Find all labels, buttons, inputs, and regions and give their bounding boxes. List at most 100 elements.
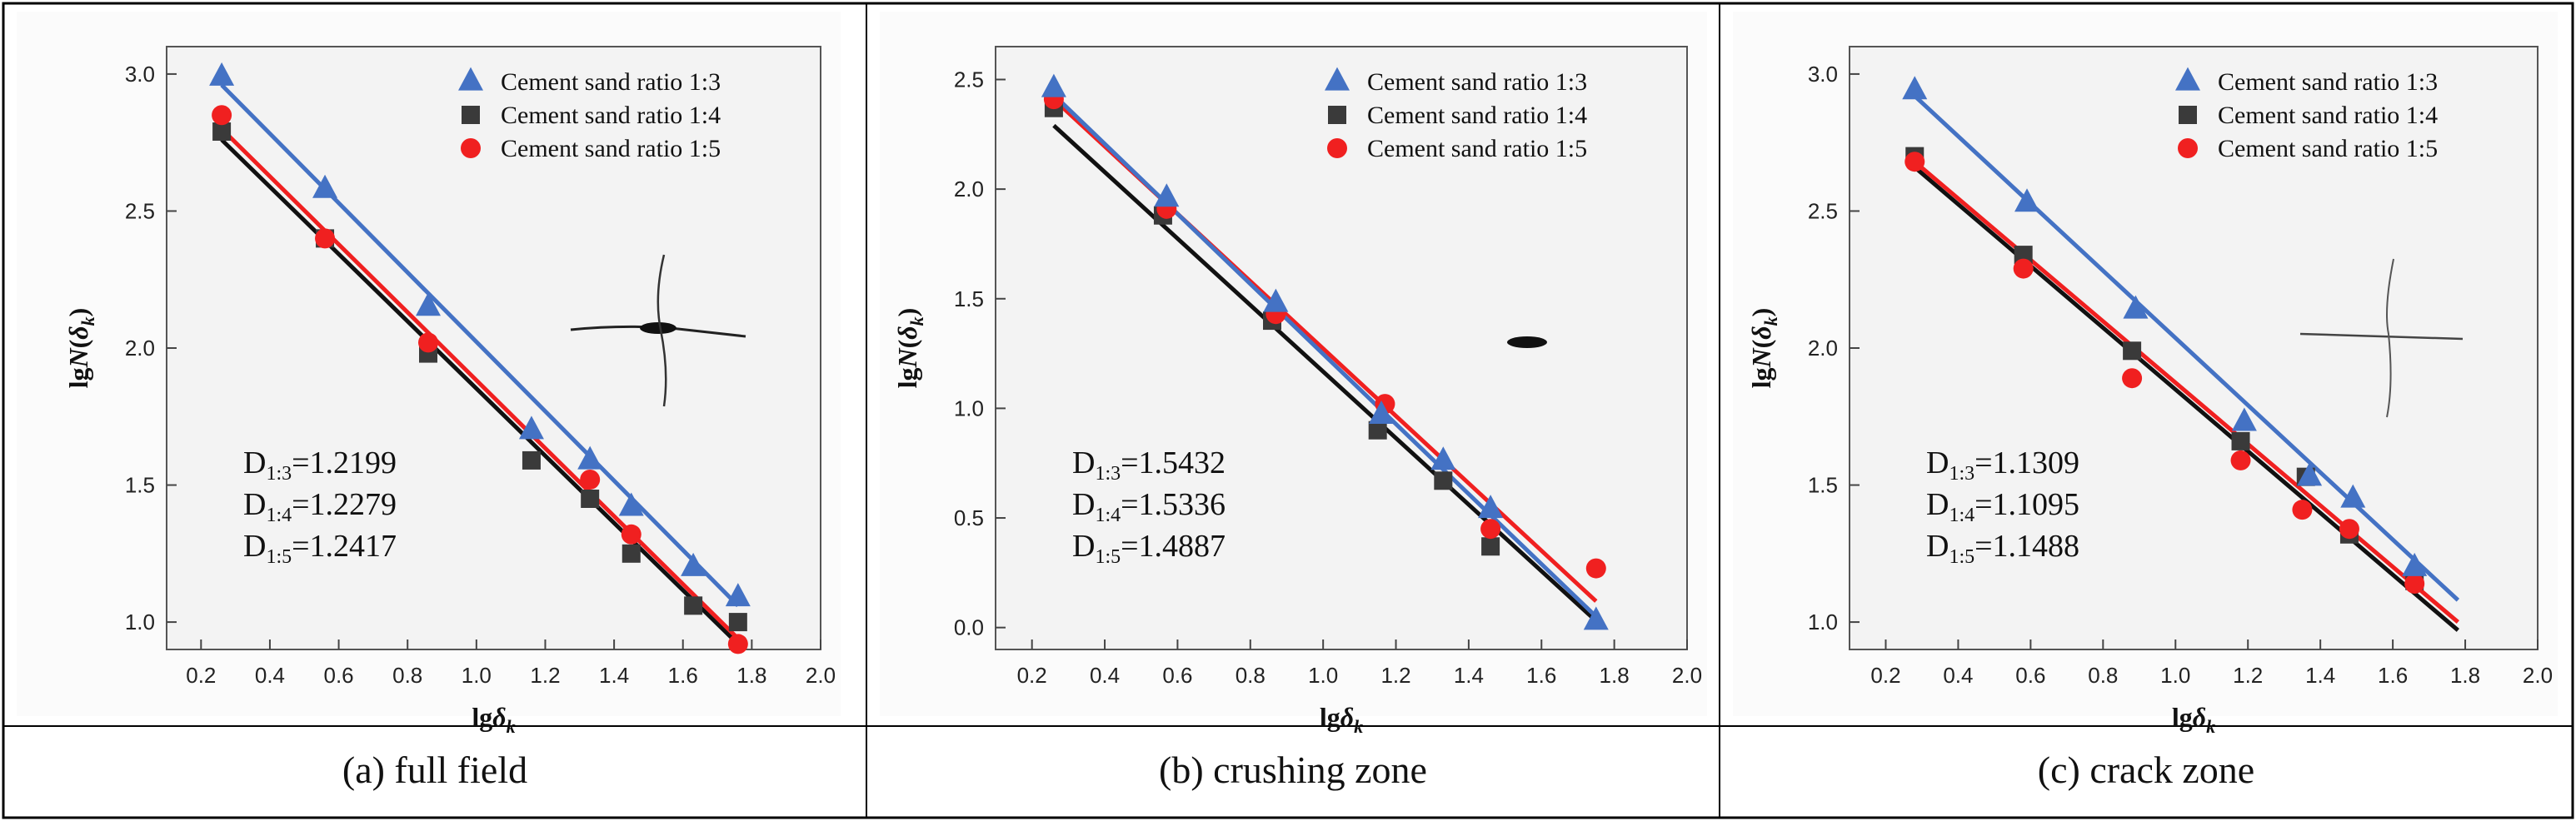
y-tick-label: 2.5 (954, 67, 984, 92)
data-point-series-3 (621, 524, 642, 545)
y-tick-label: 2.5 (125, 198, 155, 223)
dimension-subscript: 1:3 (1095, 463, 1121, 485)
data-point-series-2 (684, 596, 703, 615)
legend-label-2: Cement sand ratio 1:4 (2218, 102, 2438, 129)
legend-label-1: Cement sand ratio 1:3 (2218, 68, 2438, 96)
x-axis-label: lgδk (1320, 702, 1363, 737)
legend-marker-1 (1325, 67, 1350, 91)
data-point-series-2 (1368, 420, 1387, 440)
fit-line-series-1 (1052, 93, 1598, 619)
legend-label-3: Cement sand ratio 1:5 (2218, 135, 2438, 162)
y-tick-label: 3.0 (125, 62, 155, 87)
y-axis-label-paren: ( (63, 340, 93, 349)
y-tick-label: 0.0 (954, 615, 984, 640)
x-axis-label-var: δ (492, 702, 506, 732)
data-point-series-1 (1583, 606, 1609, 630)
y-axis-label: lgN(δk) (63, 308, 98, 389)
legend-label-3: Cement sand ratio 1:5 (501, 135, 721, 162)
data-point-series-1 (1430, 446, 1456, 470)
fit-line-series-3 (1913, 160, 2459, 624)
legend-label-2: Cement sand ratio 1:4 (1367, 102, 1587, 129)
dimension-symbol: D (1926, 529, 1949, 564)
dimension-symbol: D (243, 529, 266, 564)
y-axis-label-var: N (63, 346, 93, 368)
y-tick-label: 3.0 (1808, 62, 1838, 87)
data-point-series-2 (1481, 537, 1500, 556)
x-axis-label-sub: k (2206, 716, 2215, 737)
x-tick-label: 2.0 (2523, 663, 2553, 688)
x-axis-label: lgδk (2172, 702, 2215, 737)
data-point-series-1 (2123, 295, 2149, 319)
dimension-symbol: D (1926, 487, 1949, 522)
data-point-series-1 (2340, 484, 2366, 508)
data-point-series-1 (1478, 495, 1504, 519)
y-tick-label: 1.5 (125, 473, 155, 498)
x-tick-label: 1.8 (2450, 663, 2480, 688)
legend-marker-2 (1328, 106, 1346, 124)
dimension-value: =1.5336 (1121, 487, 1226, 522)
data-point-series-2 (728, 613, 747, 632)
x-tick-label: 1.8 (1600, 663, 1630, 688)
dimension-subscript: 1:3 (266, 463, 292, 485)
dimension-annotation-1: D1:3=1.2199 (243, 445, 397, 485)
x-tick-label: 1.4 (2305, 663, 2335, 688)
inset-crack-vertical (656, 254, 667, 407)
data-point-series-3 (1480, 519, 1501, 540)
data-point-series-1 (725, 583, 751, 607)
y-axis-label-paren: ( (892, 340, 922, 349)
inset-crack-vertical (2386, 258, 2394, 418)
dimension-annotation-2: D1:4=1.2279 (243, 487, 397, 526)
data-point-series-3 (727, 634, 748, 654)
data-point-series-1 (518, 415, 544, 440)
data-point-series-1 (681, 552, 706, 576)
data-point-series-1 (312, 174, 338, 198)
data-point-series-1 (2014, 188, 2040, 212)
x-tick-label: 1.6 (668, 663, 698, 688)
data-point-series-1 (2402, 552, 2428, 576)
dimension-annotation-2: D1:4=1.5336 (1072, 487, 1226, 526)
legend-label-3: Cement sand ratio 1:5 (1367, 135, 1587, 162)
y-tick-label: 2.0 (954, 177, 984, 202)
dimension-subscript: 1:4 (1095, 505, 1121, 526)
dimension-subscript: 1:5 (1949, 546, 1974, 568)
y-axis-label: lgN(δk) (1746, 308, 1781, 389)
data-point-series-1 (618, 492, 644, 516)
dimension-symbol: D (243, 445, 266, 480)
x-tick-label: 0.4 (1943, 663, 1973, 688)
legend-marker-1 (2175, 67, 2200, 91)
y-axis-label-paren-sub: k (906, 316, 927, 326)
data-point-series-3 (2230, 450, 2251, 470)
x-tick-label: 1.8 (736, 663, 766, 688)
y-tick-label: 2.0 (1808, 336, 1838, 361)
y-tick-label: 1.0 (954, 396, 984, 420)
dimension-value: =1.2279 (292, 487, 397, 522)
y-axis-label-paren-sub: k (77, 316, 98, 326)
x-tick-label: 1.6 (1526, 663, 1556, 688)
x-tick-label: 1.2 (2233, 663, 2263, 688)
x-axis-label-sub: k (1354, 716, 1363, 737)
x-tick-label: 0.8 (2088, 663, 2118, 688)
data-point-series-3 (2013, 258, 2034, 279)
x-tick-label: 1.4 (1454, 663, 1484, 688)
dimension-value: =1.2199 (292, 445, 397, 480)
data-point-series-1 (577, 445, 603, 470)
x-tick-label: 0.6 (324, 663, 354, 688)
data-point-series-3 (1585, 558, 1606, 579)
data-point-series-2 (581, 490, 600, 508)
chart-panel-2: 0.0 0.5 1.0 1.5 2.0 2.5 0.2 0.4 0.6 0.8 1.0 1.2 1.4 1… (880, 12, 1707, 791)
x-tick-label: 2.0 (1672, 663, 1702, 688)
dimension-annotation-3: D1:5=1.4887 (1072, 529, 1226, 568)
x-tick-label: 1.0 (1308, 663, 1338, 688)
fit-line-series-2 (220, 138, 740, 646)
x-tick-label: 0.2 (1870, 663, 1900, 688)
dimension-subscript: 1:4 (1949, 505, 1974, 526)
inset-crack-core (640, 322, 676, 334)
panel-caption: (b) crushing zone (1159, 749, 1427, 791)
dimension-value: =1.5432 (1121, 445, 1226, 480)
data-point-series-1 (2231, 407, 2257, 431)
dimension-value: =1.1488 (1974, 529, 2079, 564)
dimension-annotation-1: D1:3=1.5432 (1072, 445, 1226, 485)
data-point-series-3 (1905, 152, 1925, 172)
x-tick-label: 0.6 (1162, 663, 1192, 688)
